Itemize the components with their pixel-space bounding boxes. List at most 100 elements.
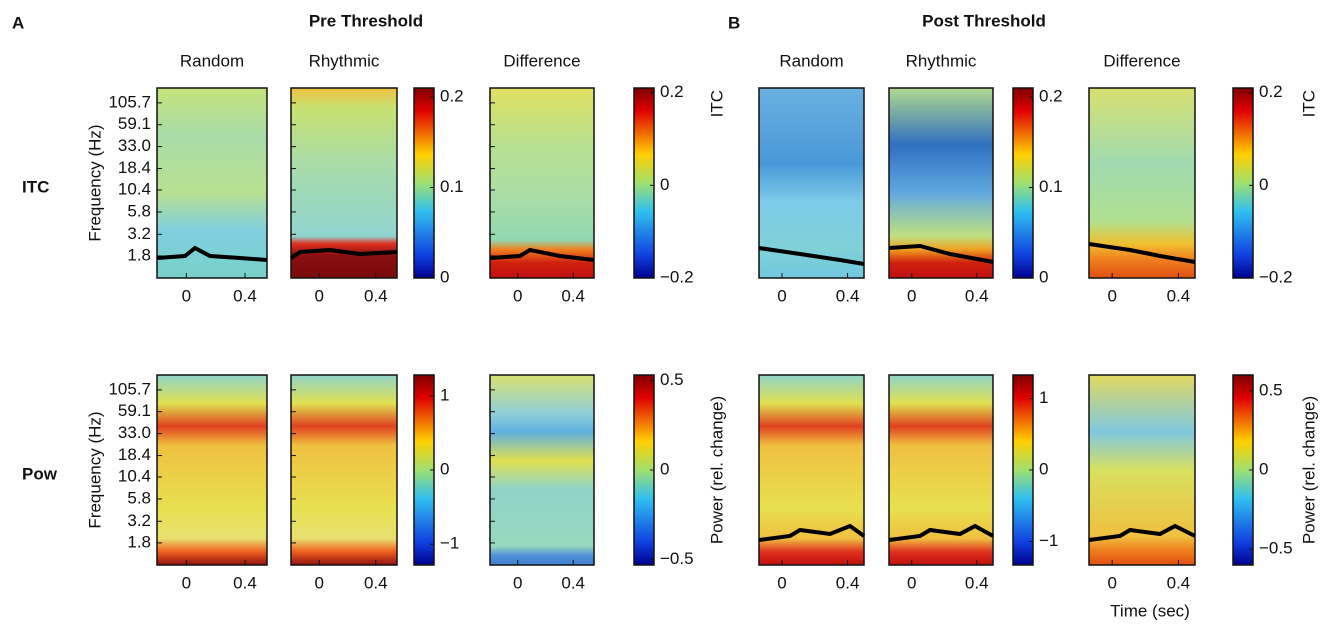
colorbar-tick-label: 0 <box>1259 459 1268 478</box>
contour <box>1088 523 1196 542</box>
colorbar-tick-label: −0.5 <box>660 549 694 568</box>
colorbar-label: Power (rel. change) <box>707 396 726 544</box>
colorbar-tick-label: 0.5 <box>660 370 684 389</box>
colorbar-tick-label: 0 <box>660 175 669 194</box>
heatmap <box>758 87 865 279</box>
colorbar <box>413 87 435 279</box>
contour <box>758 246 865 266</box>
column-title: Difference <box>503 51 580 70</box>
y-tick-label: 105.7 <box>108 379 151 398</box>
y-tick-label: 33.0 <box>118 423 151 442</box>
y-tick-label: 3.2 <box>127 224 151 243</box>
y-tick-label: 59.1 <box>118 401 151 420</box>
x-tick-label: 0.4 <box>1167 573 1191 592</box>
x-tick-label: 0.4 <box>836 573 860 592</box>
heatmaps <box>156 87 1196 566</box>
colorbar-tick-label: 0 <box>440 267 449 286</box>
column-title: Difference <box>1103 51 1180 70</box>
colorbar-label: Power (rel. change) <box>1299 396 1318 544</box>
heatmap <box>1088 87 1196 279</box>
column-title: Random <box>779 51 843 70</box>
x-tick-label: 0.4 <box>233 286 257 305</box>
x-tick-label: 0 <box>182 286 191 305</box>
y-tick-label: 59.1 <box>118 114 151 133</box>
colorbar-tick-label: 0.5 <box>1259 380 1283 399</box>
x-tick-label: 0 <box>315 573 324 592</box>
x-tick-label: 0.4 <box>1167 286 1191 305</box>
colorbar-tick-label: 0 <box>660 459 669 478</box>
x-tick-label: 0 <box>1107 573 1116 592</box>
x-tick-label: 0.4 <box>561 286 585 305</box>
colorbar-tick-label: 0 <box>440 459 449 478</box>
y-tick-label: 1.8 <box>127 532 151 551</box>
x-tick-label: 0 <box>777 573 786 592</box>
y-tick-label: 33.0 <box>118 136 151 155</box>
x-tick-label: 0 <box>907 573 916 592</box>
colorbar-tick-label: −1 <box>440 534 459 553</box>
row-label: ITC <box>22 177 49 196</box>
heatmap <box>489 87 595 279</box>
heatmap <box>888 87 994 279</box>
y-tick-label: 1.8 <box>127 245 151 264</box>
row-label: Pow <box>22 464 58 483</box>
y-axis-label: Frequency (Hz) <box>85 124 104 241</box>
x-tick-label: 0.4 <box>561 573 585 592</box>
x-tick-label: 0.4 <box>965 286 989 305</box>
colorbar-tick-label: 0 <box>1039 267 1048 286</box>
y-tick-label: 18.4 <box>118 445 151 464</box>
contour <box>489 247 595 262</box>
y-tick-label: 5.8 <box>127 201 151 220</box>
colorbar-label: ITC <box>1299 90 1318 117</box>
column-title: Rhythmic <box>309 51 380 70</box>
colorbar-tick-label: 0.2 <box>660 82 684 101</box>
y-tick-label: 10.4 <box>118 179 151 198</box>
colorbar-tick-label: 0 <box>1259 175 1268 194</box>
threshold-contours <box>156 242 1196 542</box>
colorbar <box>1012 87 1034 279</box>
x-tick-label: 0 <box>315 286 324 305</box>
colorbar-tick-label: 0.2 <box>1259 82 1283 101</box>
colorbar-tick-label: −0.5 <box>1259 539 1293 558</box>
colorbar-tick-label: 0.1 <box>1039 177 1063 196</box>
y-tick-label: 5.8 <box>127 488 151 507</box>
heatmap <box>888 374 994 566</box>
contour <box>289 247 398 260</box>
x-tick-label: 0 <box>513 286 522 305</box>
y-tick-label: 3.2 <box>127 511 151 530</box>
colorbar-tick-label: 0.1 <box>440 177 464 196</box>
x-tick-label: 0 <box>513 573 522 592</box>
contour <box>1088 242 1196 264</box>
x-tick-label: 0 <box>1107 286 1116 305</box>
x-tick-label: 0.4 <box>965 573 989 592</box>
colorbar-tick-label: −1 <box>1039 531 1058 550</box>
colorbar <box>633 87 655 279</box>
x-tick-label: 0.4 <box>233 573 257 592</box>
contour <box>156 245 268 262</box>
x-tick-label: 0.4 <box>364 573 388 592</box>
colorbar-label: ITC <box>707 90 726 117</box>
x-axis-label: Time (sec) <box>1110 601 1190 620</box>
panel-title: Pre Threshold <box>309 11 423 30</box>
colorbar-tick-label: 1 <box>440 385 449 404</box>
panel-letter: B <box>728 13 740 32</box>
contour <box>888 523 994 542</box>
x-tick-label: 0.4 <box>364 286 388 305</box>
heatmap <box>290 374 398 566</box>
colorbar-tick-label: 1 <box>1039 388 1048 407</box>
heatmap <box>156 374 268 566</box>
y-axis-label: Frequency (Hz) <box>85 411 104 528</box>
colorbar-tick-label: 0.2 <box>1039 87 1063 106</box>
x-tick-label: 0 <box>182 573 191 592</box>
x-tick-label: 0 <box>907 286 916 305</box>
x-tick-label: 0 <box>777 286 786 305</box>
heatmap <box>290 87 398 279</box>
contour <box>888 243 994 264</box>
column-title: Random <box>180 51 244 70</box>
panel-title: Post Threshold <box>922 11 1046 30</box>
colorbar-tick-label: 0 <box>1039 459 1048 478</box>
colorbar-tick-label: −0.2 <box>660 267 694 286</box>
colorbar <box>1232 87 1254 279</box>
y-tick-label: 18.4 <box>118 158 151 177</box>
colorbar-tick-label: 0.2 <box>440 87 464 106</box>
